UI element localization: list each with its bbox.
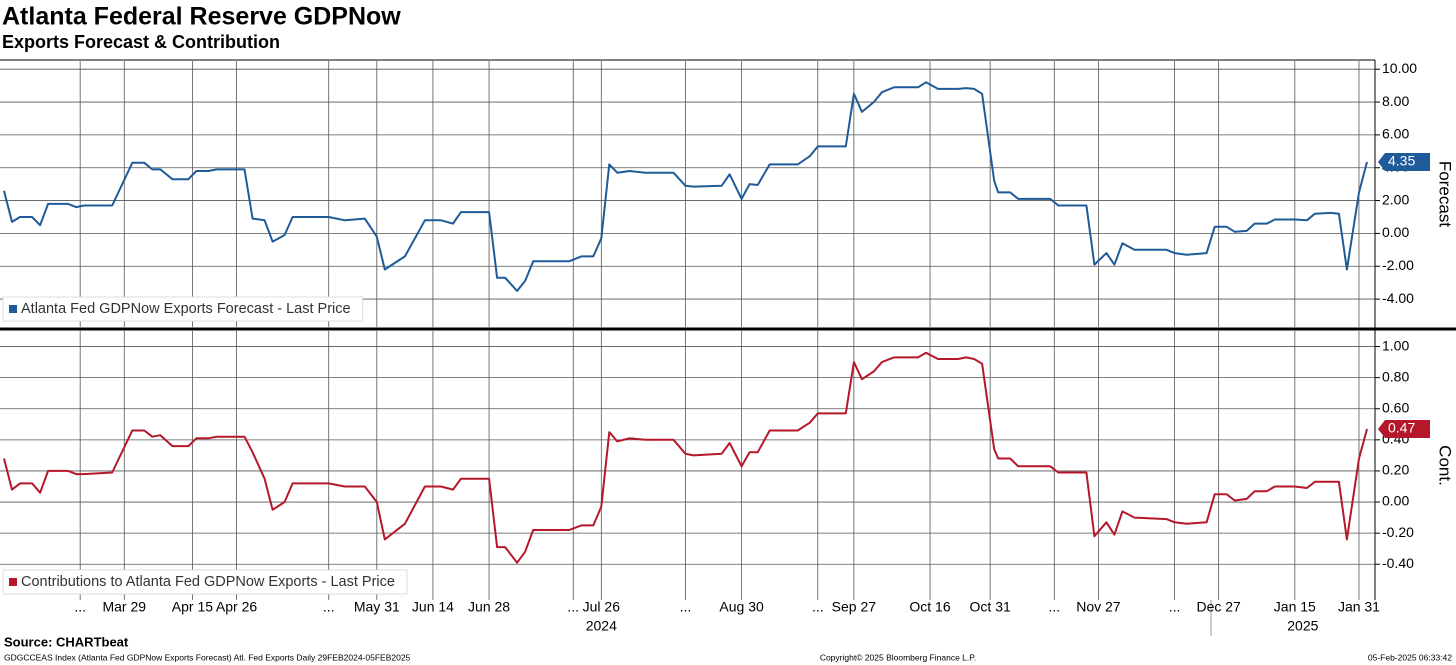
x-tick-label: Oct 16	[909, 599, 950, 615]
x-tick-label: Jan 15	[1274, 599, 1316, 615]
y-tick-label: -0.20	[1382, 524, 1414, 540]
x-tick-label: ...	[812, 599, 824, 615]
x-year-label: 2025	[1287, 618, 1318, 634]
y-tick-label: 8.00	[1382, 93, 1409, 109]
legend-label: Atlanta Fed GDPNow Exports Forecast - La…	[21, 301, 351, 317]
y-tick-label: 2.00	[1382, 191, 1409, 207]
x-tick-label: ...	[323, 599, 335, 615]
last-price-tag	[1378, 419, 1430, 438]
x-year-label: 2024	[586, 618, 617, 634]
x-tick-label: Jun 28	[468, 599, 510, 615]
chart-title: Atlanta Federal Reserve GDPNow	[2, 3, 401, 31]
x-tick-label: ...	[74, 599, 86, 615]
y-tick-label: -0.40	[1382, 555, 1414, 571]
x-tick-label: Jan 31	[1338, 599, 1380, 615]
y-axis-label: Cont.	[1436, 445, 1455, 486]
x-tick-label: May 31	[354, 599, 400, 615]
legend-swatch	[9, 305, 17, 313]
source: Source: CHARTbeat	[4, 634, 129, 649]
y-axis-label: Forecast	[1436, 161, 1455, 227]
last-price-label: 4.35	[1388, 153, 1415, 169]
last-price-label: 0.47	[1388, 420, 1415, 436]
footer-left: GDGCCEAS Index (Atlanta Fed GDPNow Expor…	[4, 652, 411, 662]
x-tick-label: Dec 27	[1196, 599, 1241, 615]
x-tick-label: Jul 26	[583, 599, 621, 615]
series-line	[3, 351, 1368, 564]
footer-right: 05-Feb-2025 06:33:42	[1368, 652, 1452, 662]
last-price-tag	[1378, 152, 1430, 171]
x-tick-label: ...	[1048, 599, 1060, 615]
y-tick-label: 1.00	[1382, 337, 1409, 353]
x-tick-label: Mar 29	[102, 599, 146, 615]
x-tick-label: ...	[1169, 599, 1181, 615]
y-tick-label: 0.80	[1382, 368, 1409, 384]
x-tick-label: Oct 31	[970, 599, 1011, 615]
chart-subtitle: Exports Forecast & Contribution	[2, 32, 280, 52]
y-tick-label: 6.00	[1382, 126, 1409, 142]
footer-center: Copyright© 2025 Bloomberg Finance L.P.	[820, 652, 976, 662]
y-tick-label: -4.00	[1382, 290, 1414, 306]
y-tick-label: -2.00	[1382, 257, 1414, 273]
x-tick-label: Apr 15	[172, 599, 213, 615]
x-tick-label: ...	[680, 599, 692, 615]
y-tick-label: 10.00	[1382, 60, 1417, 76]
legend-box	[2, 569, 408, 595]
y-tick-label: 0.60	[1382, 399, 1409, 415]
series-line	[3, 81, 1368, 292]
x-tick-label: ...	[567, 599, 579, 615]
x-tick-label: Aug 30	[719, 599, 764, 615]
legend-box	[2, 296, 364, 322]
y-tick-label: 0.00	[1382, 224, 1409, 240]
legend-label: Contributions to Atlanta Fed GDPNow Expo…	[21, 574, 395, 590]
y-tick-label: 0.20	[1382, 462, 1409, 478]
y-tick-label: 0.00	[1382, 493, 1409, 509]
x-tick-label: Apr 26	[216, 599, 257, 615]
x-tick-label: Jun 14	[412, 599, 454, 615]
legend-swatch	[9, 578, 17, 586]
x-tick-label: Sep 27	[832, 599, 877, 615]
x-tick-label: Nov 27	[1076, 599, 1121, 615]
